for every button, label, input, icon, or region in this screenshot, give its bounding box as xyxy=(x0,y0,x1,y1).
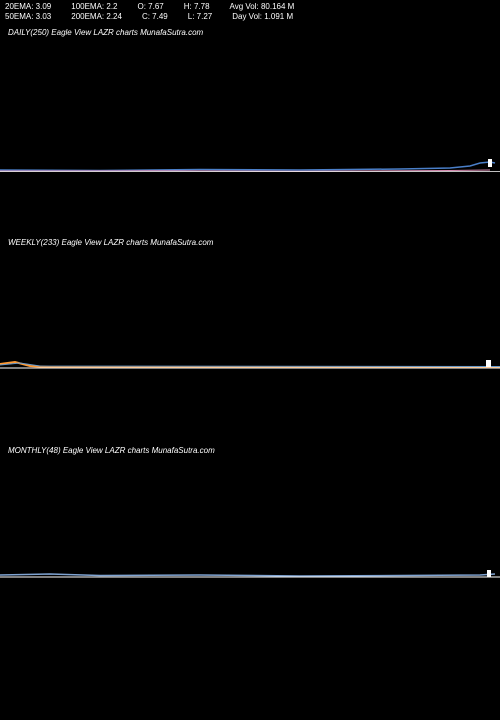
spacer-1 xyxy=(0,180,500,235)
ema50: 50EMA: 3.03 xyxy=(5,12,51,22)
header-row-1: 20EMA: 3.09 100EMA: 2.2 O: 7.67 H: 7.78 … xyxy=(5,2,495,12)
daily-chart-svg xyxy=(0,40,500,180)
ema20: 20EMA: 3.09 xyxy=(5,2,51,12)
daily-chart-title: DAILY(250) Eagle View LAZR charts Munafa… xyxy=(0,25,500,40)
header-row-2: 50EMA: 3.03 200EMA: 2.24 C: 7.49 L: 7.27… xyxy=(5,12,495,22)
monthly-chart-title: MONTHLY(48) Eagle View LAZR charts Munaf… xyxy=(0,443,500,458)
avg-volume: Avg Vol: 80.164 M xyxy=(230,2,295,12)
monthly-chart-svg xyxy=(0,458,500,586)
weekly-chart-title: WEEKLY(233) Eagle View LAZR charts Munaf… xyxy=(0,235,500,250)
header-stats: 20EMA: 3.09 100EMA: 2.2 O: 7.67 H: 7.78 … xyxy=(0,0,500,25)
day-volume: Day Vol: 1.091 M xyxy=(232,12,293,22)
weekly-chart-area xyxy=(0,250,500,378)
high-price: H: 7.78 xyxy=(184,2,210,12)
spacer-2 xyxy=(0,378,500,443)
open-price: O: 7.67 xyxy=(138,2,164,12)
low-price: L: 7.27 xyxy=(188,12,212,22)
weekly-chart-section: WEEKLY(233) Eagle View LAZR charts Munaf… xyxy=(0,235,500,378)
monthly-chart-area xyxy=(0,458,500,586)
daily-chart-area xyxy=(0,40,500,180)
ema100: 100EMA: 2.2 xyxy=(71,2,117,12)
weekly-chart-svg xyxy=(0,250,500,378)
daily-chart-section: DAILY(250) Eagle View LAZR charts Munafa… xyxy=(0,25,500,180)
monthly-chart-section: MONTHLY(48) Eagle View LAZR charts Munaf… xyxy=(0,443,500,586)
close-price: C: 7.49 xyxy=(142,12,168,22)
ema200: 200EMA: 2.24 xyxy=(71,12,122,22)
